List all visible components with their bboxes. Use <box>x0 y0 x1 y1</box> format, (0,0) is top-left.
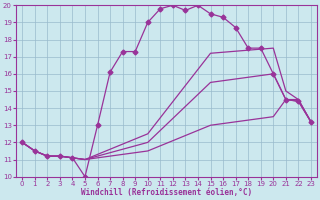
X-axis label: Windchill (Refroidissement éolien,°C): Windchill (Refroidissement éolien,°C) <box>81 188 252 197</box>
